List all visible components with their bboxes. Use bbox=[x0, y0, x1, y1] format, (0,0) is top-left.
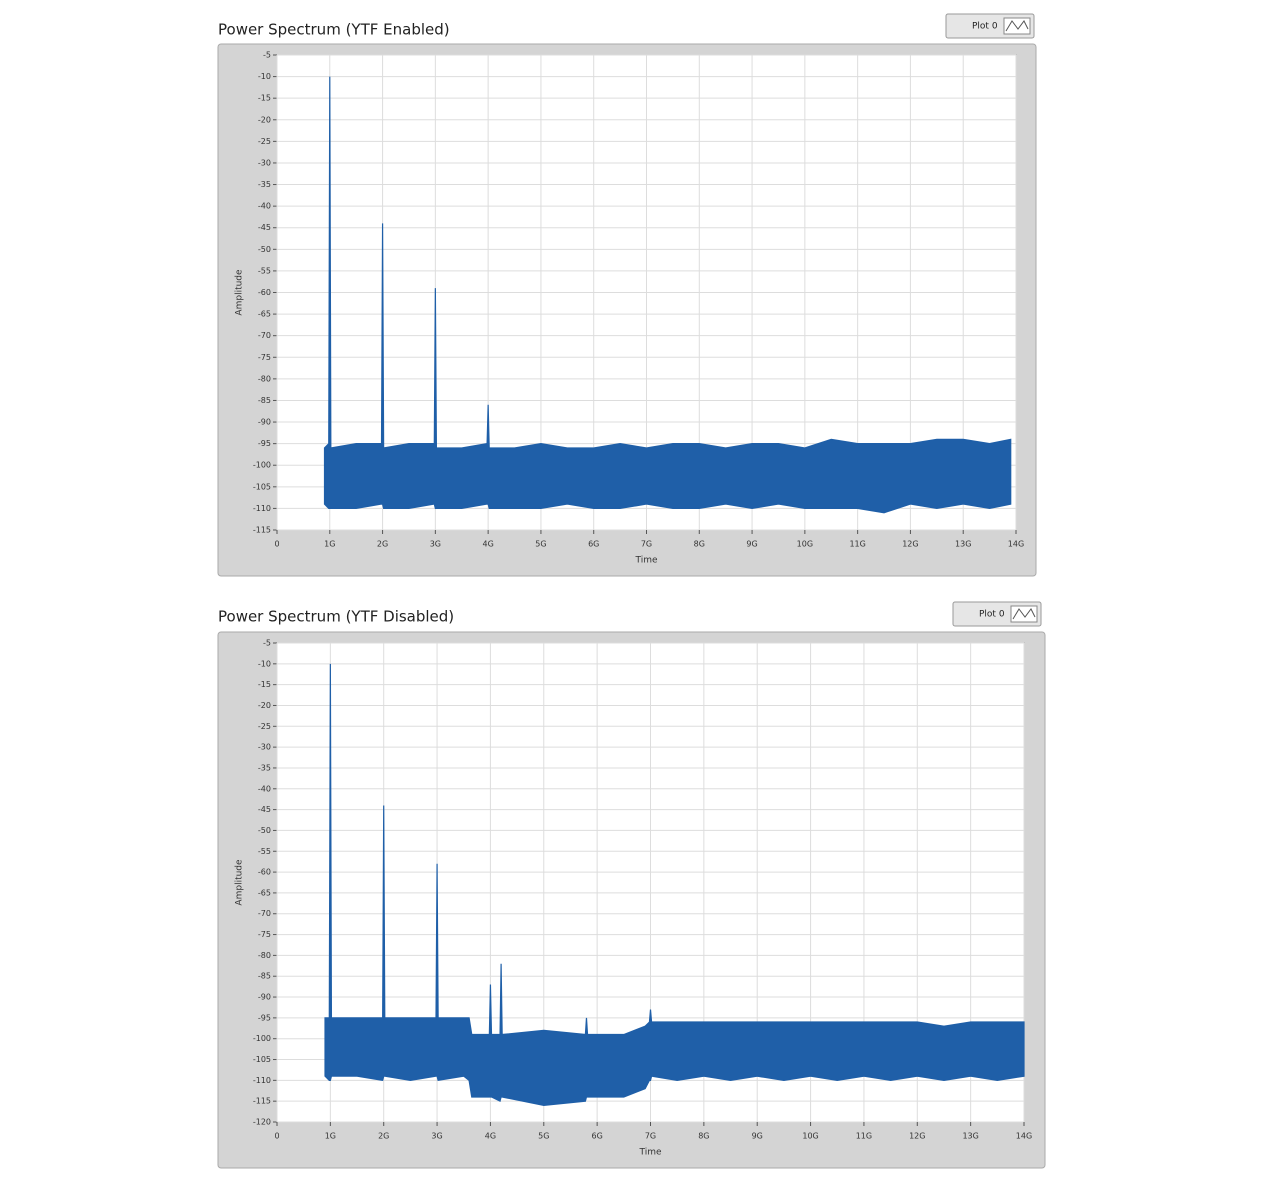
y-tick-label: -75 bbox=[258, 930, 271, 939]
y-tick-label: -105 bbox=[253, 482, 271, 491]
y-tick-label: -115 bbox=[253, 526, 271, 535]
x-tick-label: 6G bbox=[591, 1132, 602, 1141]
x-tick-label: 1G bbox=[325, 1132, 336, 1141]
y-tick-label: -15 bbox=[258, 94, 271, 103]
y-tick-label: -55 bbox=[258, 847, 271, 856]
y-tick-label: -95 bbox=[258, 439, 271, 448]
y-tick-label: -120 bbox=[253, 1118, 271, 1127]
y-tick-label: -70 bbox=[258, 909, 271, 918]
legend-label: Plot 0 bbox=[972, 22, 998, 32]
y-tick-label: -110 bbox=[253, 504, 271, 513]
x-tick-label: 9G bbox=[752, 1132, 763, 1141]
y-tick-label: -75 bbox=[258, 353, 271, 362]
y-tick-label: -5 bbox=[263, 639, 271, 648]
x-tick-label: 11G bbox=[856, 1132, 872, 1141]
chart-title: Power Spectrum (YTF Enabled) bbox=[218, 21, 450, 39]
y-tick-label: -85 bbox=[258, 396, 271, 405]
x-tick-label: 8G bbox=[694, 540, 705, 549]
x-tick-label: 3G bbox=[431, 1132, 442, 1141]
chart-title: Power Spectrum (YTF Disabled) bbox=[218, 608, 454, 626]
x-tick-label: 14G bbox=[1016, 1132, 1032, 1141]
x-tick-label: 2G bbox=[377, 540, 388, 549]
spectrum-trace bbox=[323, 76, 1012, 514]
x-axis-label: Time bbox=[638, 1148, 661, 1158]
x-tick-label: 6G bbox=[588, 540, 599, 549]
y-tick-label: -90 bbox=[258, 993, 271, 1002]
y-tick-label: -45 bbox=[258, 805, 271, 814]
x-tick-label: 13G bbox=[955, 540, 971, 549]
x-tick-label: 7G bbox=[645, 1132, 656, 1141]
y-tick-label: -50 bbox=[258, 245, 271, 254]
y-tick-label: -70 bbox=[258, 331, 271, 340]
y-tick-label: -45 bbox=[258, 223, 271, 232]
y-tick-label: -30 bbox=[258, 158, 271, 167]
y-tick-label: -105 bbox=[253, 1055, 271, 1064]
spectrum-trace bbox=[324, 663, 1025, 1106]
y-tick-label: -10 bbox=[258, 72, 271, 81]
y-tick-label: -85 bbox=[258, 972, 271, 981]
x-tick-label: 1G bbox=[324, 540, 335, 549]
y-tick-label: -15 bbox=[258, 680, 271, 689]
x-tick-label: 10G bbox=[797, 540, 813, 549]
y-tick-label: -25 bbox=[258, 722, 271, 731]
y-axis-label: Amplitude bbox=[235, 859, 245, 906]
x-tick-label: 10G bbox=[802, 1132, 818, 1141]
y-tick-label: -80 bbox=[258, 374, 271, 383]
y-tick-label: -35 bbox=[258, 180, 271, 189]
y-tick-label: -25 bbox=[258, 137, 271, 146]
legend-label: Plot 0 bbox=[979, 610, 1005, 620]
legend-swatch bbox=[1005, 20, 1029, 32]
y-tick-label: -60 bbox=[258, 868, 271, 877]
x-tick-label: 5G bbox=[538, 1132, 549, 1141]
y-tick-label: -10 bbox=[258, 659, 271, 668]
legend-swatch bbox=[1012, 608, 1036, 620]
x-axis-label: Time bbox=[634, 556, 657, 566]
y-tick-label: -100 bbox=[253, 1034, 271, 1043]
x-tick-label: 13G bbox=[962, 1132, 978, 1141]
x-tick-label: 12G bbox=[902, 540, 918, 549]
y-tick-label: -80 bbox=[258, 951, 271, 960]
x-tick-label: 3G bbox=[430, 540, 441, 549]
y-tick-label: -35 bbox=[258, 763, 271, 772]
x-tick-label: 2G bbox=[378, 1132, 389, 1141]
x-tick-label: 4G bbox=[482, 540, 493, 549]
x-tick-label: 0 bbox=[274, 540, 279, 549]
x-tick-label: 12G bbox=[909, 1132, 925, 1141]
y-tick-label: -115 bbox=[253, 1097, 271, 1106]
x-tick-label: 5G bbox=[535, 540, 546, 549]
y-tick-label: -50 bbox=[258, 826, 271, 835]
x-tick-label: 4G bbox=[485, 1132, 496, 1141]
x-tick-label: 8G bbox=[698, 1132, 709, 1141]
y-tick-label: -65 bbox=[258, 888, 271, 897]
x-tick-label: 9G bbox=[746, 540, 757, 549]
y-tick-label: -110 bbox=[253, 1076, 271, 1085]
y-tick-label: -5 bbox=[263, 51, 271, 60]
x-tick-label: 14G bbox=[1008, 540, 1024, 549]
x-tick-label: 11G bbox=[849, 540, 865, 549]
y-tick-label: -55 bbox=[258, 266, 271, 275]
y-tick-label: -100 bbox=[253, 461, 271, 470]
y-tick-label: -65 bbox=[258, 310, 271, 319]
y-tick-label: -20 bbox=[258, 701, 271, 710]
y-tick-label: -60 bbox=[258, 288, 271, 297]
y-tick-label: -30 bbox=[258, 743, 271, 752]
y-tick-label: -95 bbox=[258, 1013, 271, 1022]
y-tick-label: -90 bbox=[258, 418, 271, 427]
y-tick-label: -40 bbox=[258, 784, 271, 793]
x-tick-label: 0 bbox=[274, 1132, 279, 1141]
y-tick-label: -20 bbox=[258, 115, 271, 124]
y-tick-label: -40 bbox=[258, 202, 271, 211]
y-axis-label: Amplitude bbox=[235, 269, 245, 316]
x-tick-label: 7G bbox=[641, 540, 652, 549]
